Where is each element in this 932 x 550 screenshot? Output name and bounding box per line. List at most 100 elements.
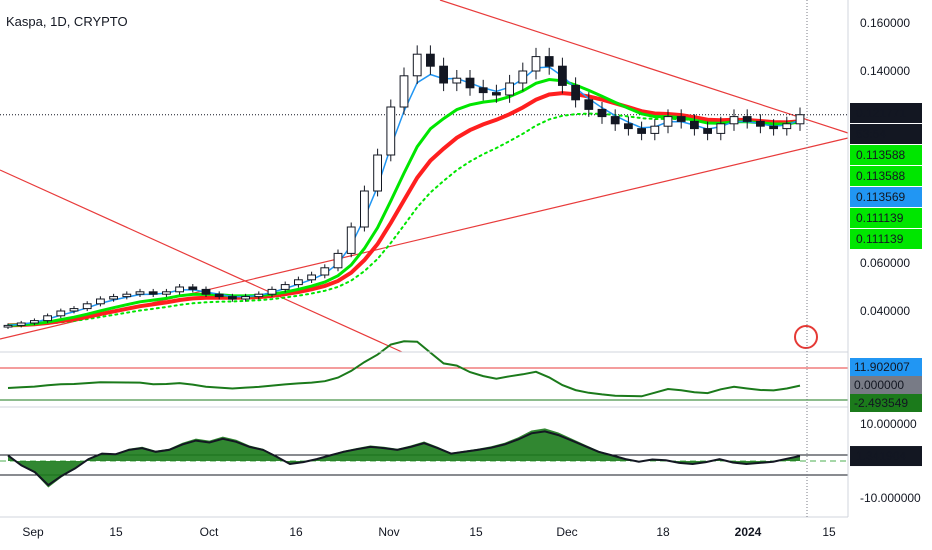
candle-body xyxy=(571,84,580,101)
candle-body xyxy=(492,92,501,96)
candle-body xyxy=(426,53,435,67)
time-tick-label: Nov xyxy=(378,525,399,539)
time-tick-label: 15 xyxy=(109,525,123,539)
candle-body xyxy=(690,120,699,130)
candle-body xyxy=(122,293,132,298)
osc2-line xyxy=(7,430,801,487)
osc2-area xyxy=(8,428,800,488)
osc2-badge xyxy=(850,446,922,467)
price-badges: 0.121771 53:54 0.113588 0.113588 0.113569 0.1… xyxy=(850,103,922,467)
candle-body xyxy=(69,308,79,312)
price-badge-label: 0.113569 xyxy=(856,190,905,204)
candle-body xyxy=(597,108,607,118)
price-badge-label: 0.111139 xyxy=(856,211,904,225)
candle-body xyxy=(16,322,26,326)
candle-body xyxy=(584,99,594,110)
price-badge-label: 0.111139 xyxy=(856,232,904,246)
candle-body xyxy=(307,274,316,281)
osc1-badge xyxy=(850,358,922,376)
candle-body xyxy=(637,128,646,134)
time-tick-label: 16 xyxy=(289,525,303,539)
candle-body xyxy=(360,190,369,228)
descending-trendline xyxy=(0,169,403,353)
candle-body xyxy=(742,116,752,122)
candle-body xyxy=(782,123,792,130)
candle-body xyxy=(439,65,448,84)
osc2-tick-label: 10.000000 xyxy=(860,417,917,431)
candle-body xyxy=(465,77,475,89)
candle-body xyxy=(333,252,343,269)
candle-body xyxy=(175,286,184,293)
candle-body xyxy=(346,226,356,254)
candle-body xyxy=(148,291,158,295)
candle-body xyxy=(769,125,778,130)
price-badge-label: 0.121771 xyxy=(856,106,906,120)
candle-body xyxy=(650,125,660,134)
candle-body xyxy=(82,303,92,310)
candle-body xyxy=(280,284,290,290)
chart-title: Kaspa, 1D, CRYPTO xyxy=(6,14,128,29)
osc1-badge xyxy=(850,376,922,394)
candle-body xyxy=(703,128,712,134)
candle-body xyxy=(162,291,171,295)
axes: 0.160000 0.140000 0.060000 0.040000 10.00000… xyxy=(0,0,921,539)
time-tick-label: 15 xyxy=(469,525,483,539)
candle-body xyxy=(109,296,118,300)
upper-trendline xyxy=(439,0,849,134)
candle-body xyxy=(610,116,620,125)
candle-body xyxy=(531,56,541,72)
candle-body xyxy=(729,116,739,125)
candle-body xyxy=(716,123,726,134)
price-badge-label: 53:54 xyxy=(856,127,886,141)
price-badge xyxy=(850,124,922,144)
candle-body xyxy=(386,106,396,156)
price-tick-label: 0.060000 xyxy=(860,256,910,270)
candle-body xyxy=(30,320,39,324)
oscillator-1-pane xyxy=(0,340,848,401)
us-flag-icon xyxy=(794,325,818,349)
main-price-pane xyxy=(0,0,849,353)
price-badge xyxy=(850,166,922,186)
price-badge xyxy=(850,208,922,228)
candle-body xyxy=(56,310,66,317)
candle-body xyxy=(320,267,330,276)
candle-body xyxy=(96,298,105,305)
candle-body xyxy=(663,116,673,127)
osc1-badge-label: 0.000000 xyxy=(854,378,904,392)
osc1-line xyxy=(7,340,801,398)
price-tick-label: 0.040000 xyxy=(860,304,910,318)
candle-body xyxy=(214,293,224,298)
candle-body xyxy=(43,315,52,322)
candle-body xyxy=(412,53,422,77)
price-badge-label: 0.113588 xyxy=(856,148,905,162)
candle-body xyxy=(201,288,211,295)
price-tick-label: 0.140000 xyxy=(860,64,910,78)
time-tick-label: Sep xyxy=(22,525,44,539)
osc1-badge xyxy=(850,394,922,412)
candle-body xyxy=(478,87,488,94)
candle-body xyxy=(518,70,528,84)
time-tick-label: Oct xyxy=(200,525,219,539)
candle-body xyxy=(241,296,250,300)
candle-body xyxy=(228,296,237,300)
candle-body xyxy=(795,114,805,125)
price-badge-label: 0.113588 xyxy=(856,169,905,183)
osc1-badge-label: -2.493549 xyxy=(854,396,908,410)
candle-body xyxy=(135,291,145,295)
osc2-badge-label: 1.341904 xyxy=(856,449,906,463)
candle-body xyxy=(188,286,198,290)
price-badge xyxy=(850,145,922,165)
osc1-badge-label: 11.902007 xyxy=(854,360,910,374)
candle-body xyxy=(267,288,277,295)
oscillator-2-pane xyxy=(0,428,848,488)
candle-body xyxy=(294,279,303,286)
price-badge xyxy=(850,187,922,207)
candle-body xyxy=(254,293,264,298)
time-tick-label: 2024 xyxy=(735,525,762,539)
price-tick-label: 0.160000 xyxy=(860,16,910,30)
candle-body xyxy=(624,123,633,130)
osc2-tick-label: -10.000000 xyxy=(860,491,921,505)
candle-body xyxy=(399,75,409,108)
candle-body xyxy=(452,77,462,84)
